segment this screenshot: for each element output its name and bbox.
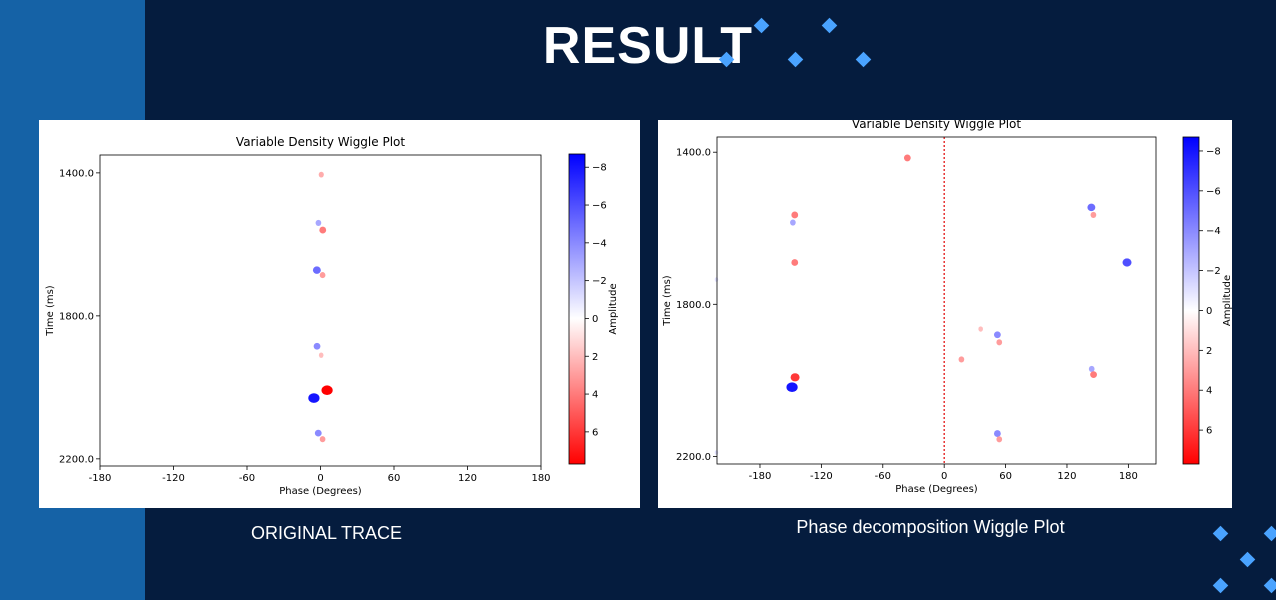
caption-original-trace: ORIGINAL TRACE xyxy=(250,523,403,543)
event-negative xyxy=(1087,203,1096,212)
x-tick-label: -60 xyxy=(239,473,255,484)
x-tick-label: -120 xyxy=(810,471,833,482)
diamond-decoration xyxy=(1212,525,1229,542)
y-tick-label: 1400.0 xyxy=(676,148,711,159)
event-positive xyxy=(319,226,327,234)
colorbar-tick-label: 6 xyxy=(592,427,598,438)
event-negative xyxy=(1088,365,1095,372)
event-positive xyxy=(903,154,911,162)
event-positive xyxy=(321,385,333,396)
event-positive xyxy=(978,326,983,332)
x-tick-label: 60 xyxy=(388,473,401,484)
colorbar-tick-label: 6 xyxy=(1206,426,1212,437)
colorbar-tick-label: −6 xyxy=(592,201,607,212)
diamond-decoration xyxy=(1212,577,1229,594)
colorbar-tick-label: −8 xyxy=(1206,146,1221,157)
colorbar-tick-label: 2 xyxy=(592,352,598,363)
plot-frame xyxy=(99,154,542,467)
y-tick-label: 1800.0 xyxy=(676,300,711,311)
slide-title: RESULT xyxy=(542,17,754,75)
event-positive xyxy=(319,436,326,443)
x-tick-label: 180 xyxy=(531,473,550,484)
diamond-decoration xyxy=(1239,551,1256,568)
x-axis-label: Phase (Degrees) xyxy=(895,484,978,495)
colorbar-tick-label: 4 xyxy=(1206,386,1212,397)
phase-decomposition-plot: Variable Density Wiggle Plot -180 -120 -60 0… xyxy=(662,120,1232,495)
event-negative xyxy=(308,393,320,403)
event-negative xyxy=(1122,258,1132,267)
event-positive xyxy=(1090,211,1097,218)
colorbar-tick-label: 0 xyxy=(1206,306,1212,317)
phase-decomposition-chart: Variable Density Wiggle Plot -180 -120 -60 0… xyxy=(658,120,1232,508)
diamond-decoration xyxy=(1263,577,1276,594)
x-tick-label: -60 xyxy=(875,471,891,482)
original-trace-plot: Variable Density Wiggle Plot -180 -120 -60 0… xyxy=(45,135,619,497)
original-trace-chart: Variable Density Wiggle Plot -180 -120 -60 0… xyxy=(39,120,640,508)
colorbar-label: Amplitude xyxy=(608,283,619,334)
event-positive xyxy=(791,211,799,219)
x-tick-label: -180 xyxy=(89,473,112,484)
y-axis-label: Time (ms) xyxy=(662,275,673,327)
event-negative xyxy=(714,277,719,282)
event-negative xyxy=(993,331,1001,339)
event-positive xyxy=(790,373,800,382)
event-positive xyxy=(791,259,799,266)
diamond-decoration xyxy=(1263,525,1276,542)
colorbar xyxy=(1182,136,1200,465)
colorbar-tick-label: −2 xyxy=(1206,266,1221,277)
colorbar-tick-label: −4 xyxy=(1206,226,1221,237)
event-negative xyxy=(790,219,796,226)
colorbar-tick-label: 2 xyxy=(1206,346,1212,357)
colorbar-label: Amplitude xyxy=(1222,275,1232,326)
colorbar-tick-label: −6 xyxy=(1206,186,1221,197)
event-positive xyxy=(318,171,324,178)
x-tick-label: 180 xyxy=(1119,471,1138,482)
event-positive xyxy=(319,272,326,279)
event-negative xyxy=(312,266,321,274)
y-tick-label: 1800.0 xyxy=(59,311,94,322)
x-tick-label: -180 xyxy=(749,471,772,482)
y-tick-label: 2200.0 xyxy=(59,454,94,465)
event-negative xyxy=(314,429,322,437)
colorbar-tick-label: 4 xyxy=(592,390,598,401)
event-negative xyxy=(714,450,719,455)
x-tick-label: 0 xyxy=(317,473,323,484)
wiggle-events xyxy=(714,154,1132,455)
y-axis-label: Time (ms) xyxy=(45,285,56,337)
colorbar-tick-label: −2 xyxy=(592,276,607,287)
colorbar-tick-label: 0 xyxy=(592,314,598,325)
wiggle-events xyxy=(308,171,333,443)
plot-frame xyxy=(716,136,1157,465)
colorbar-tick-label: −4 xyxy=(592,238,607,249)
y-tick-label: 1400.0 xyxy=(59,168,94,179)
event-negative xyxy=(993,430,1001,437)
event-positive xyxy=(1090,371,1097,379)
caption-phase-decomposition: Phase decomposition Wiggle Plot xyxy=(796,517,1065,537)
x-tick-label: 120 xyxy=(1057,471,1076,482)
event-negative xyxy=(313,342,321,350)
x-axis-label: Phase (Degrees) xyxy=(279,486,362,497)
x-tick-label: 0 xyxy=(941,471,947,482)
event-positive xyxy=(996,436,1003,443)
x-tick-label: -120 xyxy=(162,473,185,484)
event-negative xyxy=(786,382,798,392)
x-tick-label: 120 xyxy=(458,473,477,484)
event-positive xyxy=(958,356,965,363)
x-tick-label: 60 xyxy=(999,471,1012,482)
colorbar xyxy=(568,153,586,465)
chart-title: Variable Density Wiggle Plot xyxy=(852,120,1021,131)
event-negative xyxy=(315,219,322,226)
y-tick-label: 2200.0 xyxy=(676,452,711,463)
chart-title: Variable Density Wiggle Plot xyxy=(236,135,405,149)
event-positive xyxy=(996,339,1003,346)
colorbar-tick-label: −8 xyxy=(592,163,607,174)
event-positive xyxy=(318,352,324,358)
